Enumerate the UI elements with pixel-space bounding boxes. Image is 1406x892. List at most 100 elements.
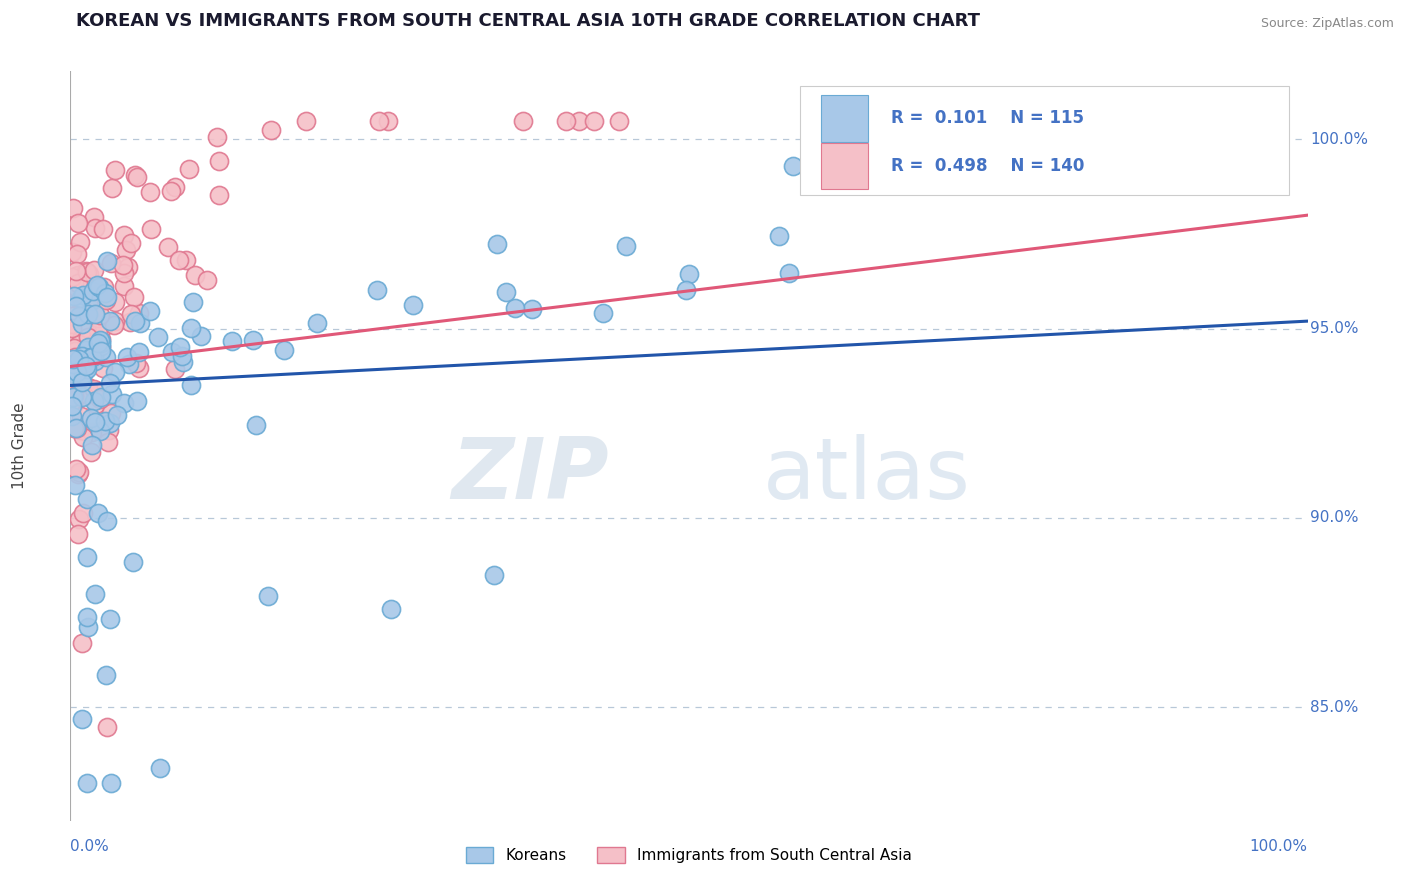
Point (121, 555, 143, 569)
FancyBboxPatch shape (821, 95, 869, 142)
Point (65, 385, 87, 400)
Point (83, 350, 105, 364)
Point (305, 316, 328, 330)
Text: 85.0%: 85.0% (1310, 699, 1358, 714)
Text: Source: ZipAtlas.com: Source: ZipAtlas.com (1261, 17, 1395, 30)
Point (69, 235, 91, 249)
Point (67, 374, 90, 388)
Point (77, 267, 100, 281)
FancyBboxPatch shape (821, 143, 869, 189)
Point (66, 276, 89, 290)
Point (67, 512, 90, 526)
Point (125, 356, 148, 370)
FancyBboxPatch shape (800, 87, 1289, 195)
Point (90, 338, 112, 352)
Point (70, 391, 93, 405)
Point (124, 169, 146, 183)
Point (76, 265, 98, 279)
Point (72, 367, 94, 381)
Point (60, 321, 83, 335)
Point (77, 340, 100, 354)
Point (72, 288, 94, 302)
Point (97, 434, 120, 449)
Point (80, 445, 103, 459)
Point (67, 336, 90, 351)
Point (98, 376, 121, 391)
Point (76, 307, 98, 321)
Text: 100.0%: 100.0% (1250, 839, 1308, 855)
Point (82, 285, 104, 299)
Point (128, 316, 150, 330)
Point (495, 285, 517, 300)
Point (160, 344, 183, 359)
Point (67, 465, 90, 479)
Point (118, 358, 141, 372)
Point (66, 216, 89, 230)
Point (273, 343, 295, 358)
Point (75, 325, 97, 339)
Point (568, 113, 591, 128)
Point (65, 368, 87, 382)
Point (100, 386, 122, 401)
Text: ZIP: ZIP (451, 434, 609, 517)
Point (80, 438, 103, 452)
Point (73, 349, 96, 363)
Point (512, 113, 534, 128)
Point (104, 314, 127, 328)
Point (555, 113, 578, 128)
Text: 90.0%: 90.0% (1310, 510, 1358, 525)
Text: R =  0.498    N = 140: R = 0.498 N = 140 (890, 157, 1084, 175)
Point (93, 222, 115, 236)
Text: 95.0%: 95.0% (1310, 321, 1358, 336)
Point (62, 357, 84, 371)
Point (65, 421, 87, 435)
Point (90, 340, 112, 354)
Point (72, 330, 94, 344)
Point (60, 317, 83, 331)
Point (139, 222, 162, 236)
Point (72, 322, 94, 336)
Point (80, 351, 103, 365)
Point (177, 161, 200, 176)
Point (60, 396, 83, 410)
Point (60, 399, 83, 413)
Point (84, 353, 107, 368)
Point (103, 318, 125, 332)
Point (104, 294, 127, 309)
Point (79, 306, 101, 320)
Point (65, 268, 87, 283)
Point (84, 220, 107, 235)
Point (83, 394, 105, 409)
Point (66, 527, 89, 541)
Point (70, 277, 93, 292)
Text: R =  0.101    N = 115: R = 0.101 N = 115 (890, 110, 1084, 128)
Point (503, 301, 526, 316)
Text: 100.0%: 100.0% (1310, 132, 1368, 147)
Point (96, 254, 118, 268)
Point (72, 507, 94, 521)
Point (70, 375, 93, 389)
Point (180, 378, 202, 392)
Point (86, 293, 108, 307)
Point (156, 240, 179, 254)
Point (67, 309, 90, 323)
Point (89, 392, 111, 406)
Point (172, 354, 194, 368)
Point (73, 289, 96, 303)
Point (65, 299, 87, 313)
Point (73, 352, 96, 367)
Point (120, 315, 142, 329)
Point (66, 365, 89, 379)
Point (127, 169, 149, 184)
Point (76, 610, 98, 624)
Point (86, 336, 108, 351)
Point (66, 268, 89, 282)
Point (114, 396, 136, 410)
Point (69, 354, 91, 368)
Point (80, 351, 103, 366)
Text: 10th Grade: 10th Grade (13, 402, 27, 490)
Point (62, 201, 84, 215)
Point (62, 390, 84, 404)
Point (62, 420, 84, 434)
Point (60, 270, 83, 285)
